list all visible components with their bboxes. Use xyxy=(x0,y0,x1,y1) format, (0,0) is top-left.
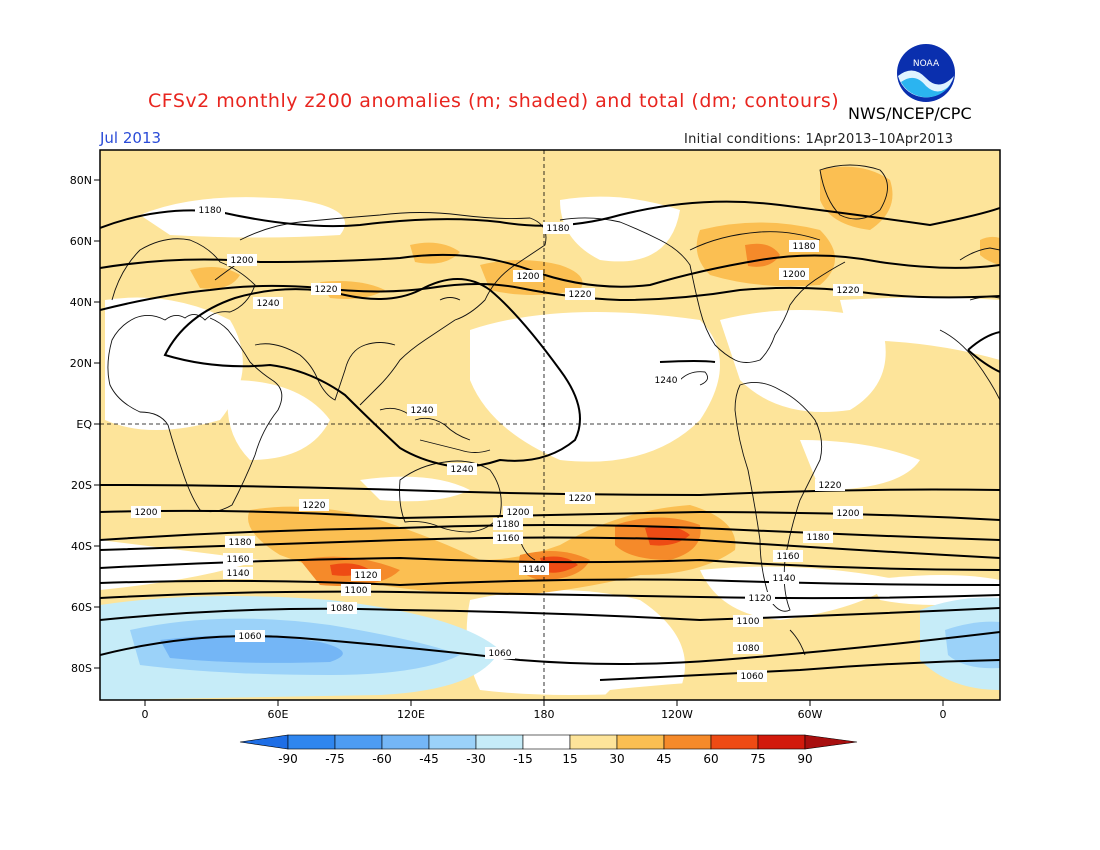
contour-label: 1080 xyxy=(331,604,354,614)
colorbar-tick-label: 75 xyxy=(750,752,765,766)
contour-label: 1200 xyxy=(517,272,540,282)
contour-label: 1160 xyxy=(227,555,250,565)
lat-label: EQ xyxy=(76,418,92,431)
lon-label: 60E xyxy=(268,708,289,721)
contour-label: 1200 xyxy=(837,509,860,519)
contour-label: 1140 xyxy=(773,574,796,584)
lat-label: 80N xyxy=(70,174,92,187)
longitude-axis: 0 60E 120E 180 120W 60W 0 xyxy=(142,700,947,721)
lat-label: 60S xyxy=(71,601,92,614)
contour-label: 1240 xyxy=(655,376,678,386)
colorbar-bin xyxy=(616,734,665,750)
colorbar-tick-label: 90 xyxy=(797,752,812,766)
colorbar-bin xyxy=(663,734,712,750)
contour-label: 1180 xyxy=(547,224,570,234)
lon-label: 120W xyxy=(661,708,693,721)
contour-label: 1240 xyxy=(451,465,474,475)
contour-labels: 1180 1200 1240 1220 1180 1200 1220 1180 … xyxy=(131,204,863,682)
lon-label: 60W xyxy=(798,708,823,721)
contour-label: 1120 xyxy=(355,571,378,581)
colorbar-tick-label: -30 xyxy=(466,752,486,766)
forecast-month: Jul 2013 xyxy=(100,129,162,147)
contour-label: 1060 xyxy=(741,672,764,682)
colorbar-bin xyxy=(334,734,383,750)
contour-label: 1180 xyxy=(229,538,252,548)
lat-label: 40N xyxy=(70,296,92,309)
contour-label: 1220 xyxy=(569,290,592,300)
contour-label: 1240 xyxy=(411,406,434,416)
negative-anomalies xyxy=(100,596,1000,700)
colorbar-bin xyxy=(381,734,430,750)
lat-label: 40S xyxy=(71,540,92,553)
contour-label: 1200 xyxy=(507,508,530,518)
lon-label: 120E xyxy=(397,708,425,721)
contour-label: 1220 xyxy=(819,481,842,491)
colorbar-tick-label: -90 xyxy=(278,752,298,766)
contour-label: 1060 xyxy=(489,649,512,659)
contour-label: 1220 xyxy=(303,501,326,511)
colorbar-tick-label: 60 xyxy=(703,752,718,766)
chart-title: CFSv2 monthly z200 anomalies (m; shaded)… xyxy=(148,90,840,112)
latitude-axis: 80N 60N 40N 20N EQ 20S 40S 60S 80S xyxy=(70,174,100,675)
colorbar: -90 -75 -60 -45 -30 -15 15 30 45 60 75 90 xyxy=(239,734,858,766)
contour-label: 1120 xyxy=(749,594,772,604)
colorbar-tick-label: -60 xyxy=(372,752,392,766)
colorbar-arrow-right xyxy=(804,734,858,750)
colorbar-bin xyxy=(287,734,336,750)
colorbar-tick-label: 30 xyxy=(609,752,624,766)
contour-label: 1080 xyxy=(737,644,760,654)
map-plot-area: 1180 1200 1240 1220 1180 1200 1220 1180 … xyxy=(100,150,1000,700)
logo-text: NOAA xyxy=(913,59,940,69)
lon-label: 180 xyxy=(534,708,555,721)
colorbar-tick-label: -75 xyxy=(325,752,345,766)
colorbar-bin xyxy=(757,734,806,750)
contour-label: 1220 xyxy=(569,494,592,504)
contour-label: 1140 xyxy=(523,565,546,575)
lat-label: 80S xyxy=(71,662,92,675)
contour-label: 1180 xyxy=(793,242,816,252)
contour-label: 1180 xyxy=(807,533,830,543)
lon-label: 0 xyxy=(940,708,947,721)
height-contours xyxy=(100,200,1000,681)
noaa-logo-icon: NOAA xyxy=(897,44,955,102)
colorbar-bin xyxy=(710,734,759,750)
contour-label: 1200 xyxy=(135,508,158,518)
contour-label: 1100 xyxy=(345,586,368,596)
lon-label: 0 xyxy=(142,708,149,721)
colorbar-bin xyxy=(475,734,524,750)
map-frame xyxy=(99,149,1001,701)
contour-label: 1200 xyxy=(231,256,254,266)
colorbar-tick-label: 45 xyxy=(656,752,671,766)
colorbar-tick-label: -45 xyxy=(419,752,439,766)
contour-label: 1220 xyxy=(837,286,860,296)
contour-label: 1060 xyxy=(239,632,262,642)
lat-label: 20N xyxy=(70,357,92,370)
colorbar-tick-label: -15 xyxy=(513,752,533,766)
contour-label: 1140 xyxy=(227,569,250,579)
contour-label: 1220 xyxy=(315,285,338,295)
colorbar-tick-label: 15 xyxy=(562,752,577,766)
contour-label: 1100 xyxy=(737,617,760,627)
contour-label: 1160 xyxy=(777,552,800,562)
colorbar-bin xyxy=(522,734,571,750)
contour-label: 1180 xyxy=(199,206,222,216)
lat-label: 60N xyxy=(70,235,92,248)
initial-conditions: Initial conditions: 1Apr2013–10Apr2013 xyxy=(684,132,954,147)
contour-label: 1240 xyxy=(257,299,280,309)
colorbar-bin xyxy=(569,734,618,750)
contour-label: 1160 xyxy=(497,534,520,544)
lat-label: 20S xyxy=(71,479,92,492)
colorbar-arrow-left xyxy=(239,734,289,750)
contour-label: 1180 xyxy=(497,520,520,530)
agency-label: NWS/NCEP/CPC xyxy=(848,104,972,123)
contour-label: 1200 xyxy=(783,270,806,280)
colorbar-bin xyxy=(428,734,477,750)
